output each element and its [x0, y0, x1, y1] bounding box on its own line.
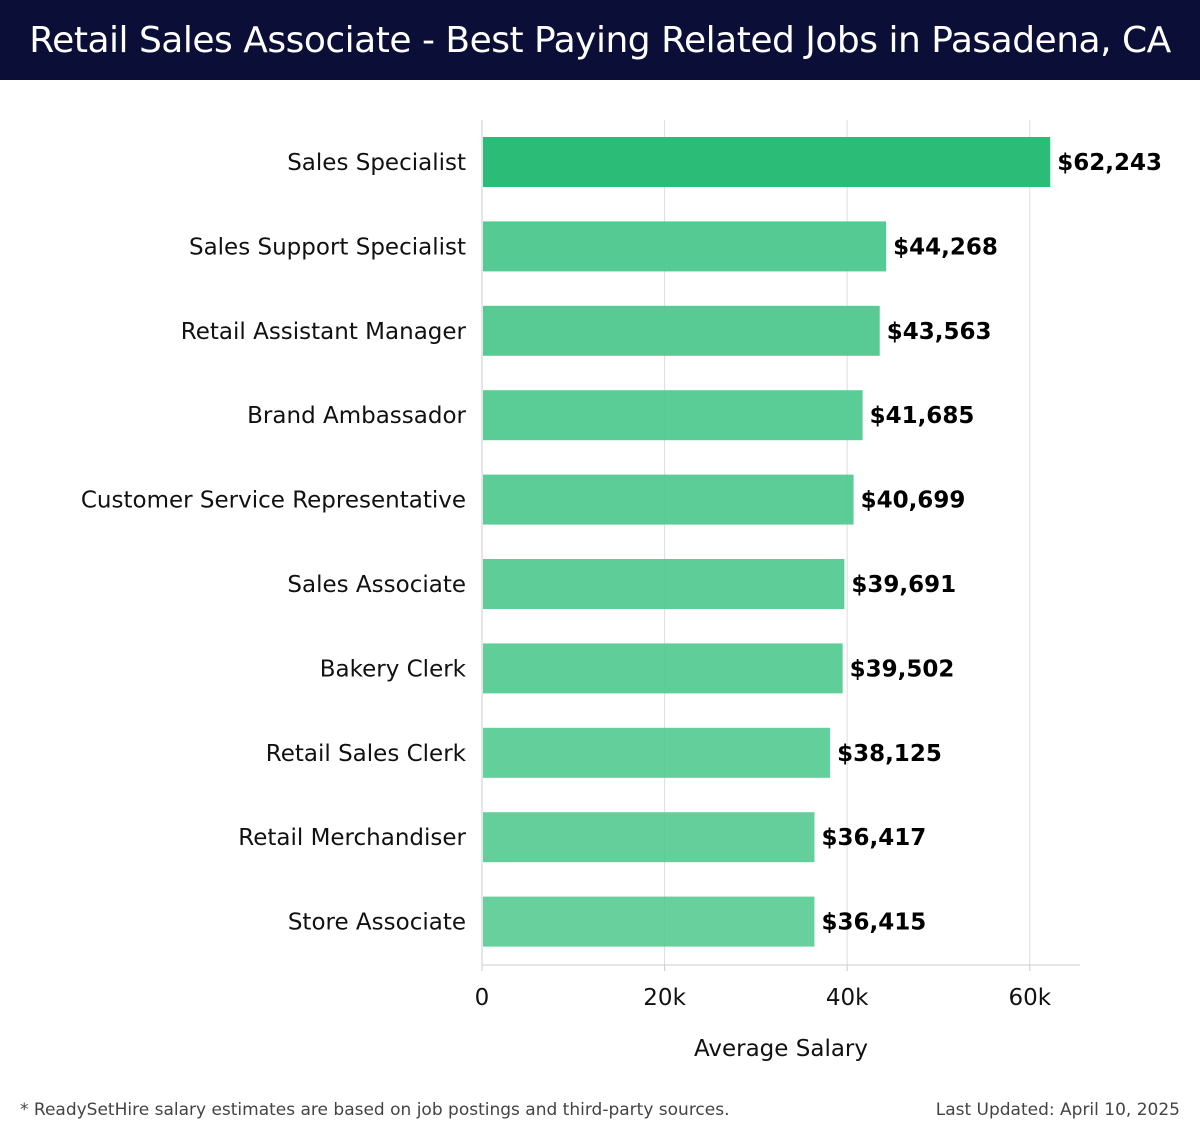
bar	[483, 137, 1051, 187]
x-axis-title: Average Salary	[694, 1036, 868, 1062]
bar	[483, 221, 887, 272]
header-banner: Retail Sales Associate - Best Paying Rel…	[0, 0, 1200, 80]
category-label: Retail Assistant Manager	[181, 319, 467, 345]
value-label: $43,563	[887, 319, 992, 345]
bar-layer	[483, 137, 1051, 947]
value-label: $41,685	[870, 403, 975, 429]
category-label: Retail Sales Clerk	[266, 741, 467, 767]
footnote: * ReadySetHire salary estimates are base…	[20, 1100, 730, 1120]
last-updated: Last Updated: April 10, 2025	[935, 1100, 1180, 1120]
bar	[483, 390, 863, 441]
bar	[483, 727, 831, 778]
bar	[483, 643, 843, 694]
value-label: $36,417	[821, 825, 926, 851]
page-title: Retail Sales Associate - Best Paying Rel…	[29, 19, 1171, 61]
value-label: $39,502	[850, 656, 955, 682]
value-label: $38,125	[837, 741, 942, 767]
x-tick-label: 20k	[643, 985, 686, 1011]
value-label: $40,699	[861, 488, 966, 514]
value-label: $44,268	[893, 234, 998, 260]
bar	[483, 474, 854, 525]
label-layer: Sales Specialist $62,243 Sales Support Spe…	[81, 150, 1162, 936]
bar-chart: Sales Specialist $62,243 Sales Support Spe…	[81, 120, 1162, 1062]
axis-layer: 0 20k 40k 60k Average Salary	[475, 120, 1080, 1062]
value-label: $39,691	[851, 572, 956, 598]
category-label: Sales Support Specialist	[189, 234, 466, 260]
category-label: Sales Specialist	[287, 150, 466, 176]
bar	[483, 305, 880, 356]
category-label: Customer Service Representative	[81, 488, 466, 514]
category-label: Store Associate	[288, 910, 466, 936]
bar	[483, 559, 845, 609]
category-label: Sales Associate	[287, 572, 466, 598]
category-label: Retail Merchandiser	[238, 825, 466, 851]
x-tick-label: 60k	[1008, 985, 1051, 1011]
bar	[483, 896, 815, 947]
value-label: $36,415	[821, 910, 926, 936]
value-label: $62,243	[1057, 150, 1162, 176]
category-label: Brand Ambassador	[247, 403, 466, 429]
category-label: Bakery Clerk	[320, 656, 467, 682]
x-tick-label: 0	[475, 985, 490, 1011]
bar	[483, 812, 815, 863]
x-tick-label: 40k	[826, 985, 869, 1011]
